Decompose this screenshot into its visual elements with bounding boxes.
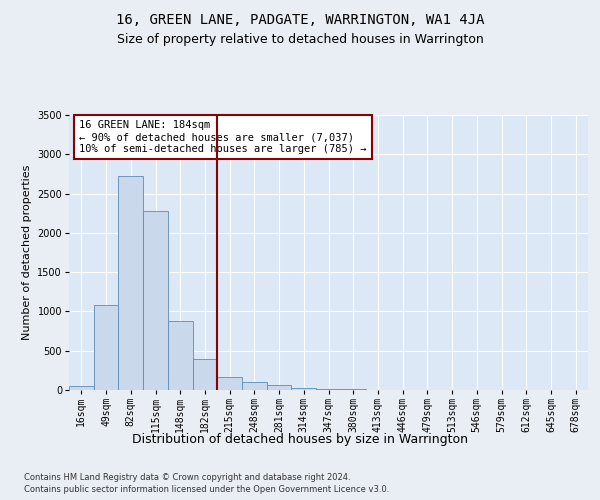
Bar [168, 321, 193, 390]
Bar [341, 389, 365, 390]
Text: Size of property relative to detached houses in Warrington: Size of property relative to detached ho… [116, 32, 484, 46]
Bar [143, 211, 168, 390]
Bar [94, 305, 118, 390]
Bar [267, 384, 292, 390]
Text: 16, GREEN LANE, PADGATE, WARRINGTON, WA1 4JA: 16, GREEN LANE, PADGATE, WARRINGTON, WA1… [116, 12, 484, 26]
Text: Contains HM Land Registry data © Crown copyright and database right 2024.: Contains HM Land Registry data © Crown c… [24, 472, 350, 482]
Bar [118, 176, 143, 390]
Text: Distribution of detached houses by size in Warrington: Distribution of detached houses by size … [132, 432, 468, 446]
Text: Contains public sector information licensed under the Open Government Licence v3: Contains public sector information licen… [24, 485, 389, 494]
Bar [242, 382, 267, 390]
Bar [69, 386, 94, 390]
Text: 16 GREEN LANE: 184sqm
← 90% of detached houses are smaller (7,037)
10% of semi-d: 16 GREEN LANE: 184sqm ← 90% of detached … [79, 120, 367, 154]
Y-axis label: Number of detached properties: Number of detached properties [22, 165, 32, 340]
Bar [292, 388, 316, 390]
Bar [217, 376, 242, 390]
Bar [193, 358, 217, 390]
Bar [316, 389, 341, 390]
